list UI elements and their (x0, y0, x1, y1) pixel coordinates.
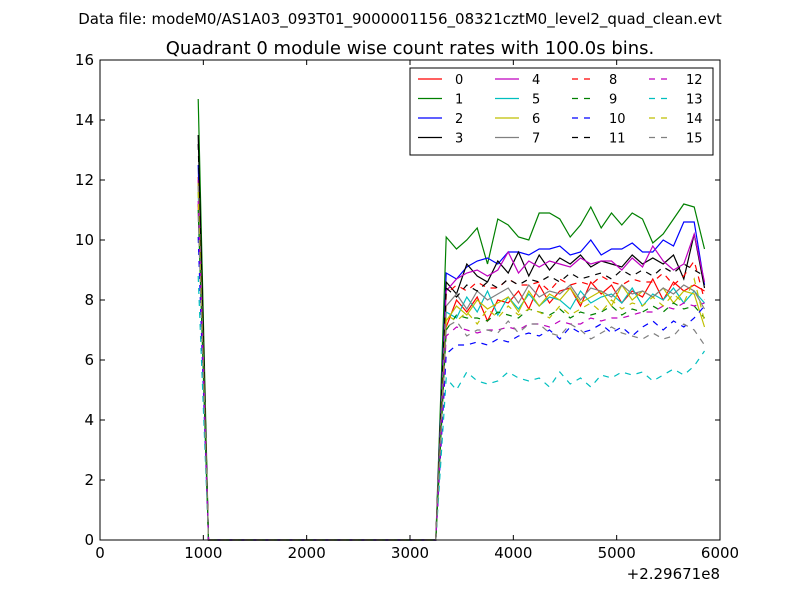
series-line-2 (197, 164, 706, 541)
y-tick-label: 8 (84, 291, 94, 309)
y-tick-label: 4 (84, 411, 94, 429)
y-tick-label: 14 (75, 111, 94, 129)
y-tick-label: 16 (75, 51, 94, 69)
legend-label-9: 9 (609, 93, 617, 108)
legend-label-5: 5 (532, 93, 540, 108)
series-line-11 (197, 143, 705, 541)
x-tick-label: 2000 (288, 544, 326, 562)
series-line-7 (197, 185, 706, 541)
legend-label-4: 4 (532, 73, 540, 88)
legend-label-15: 15 (686, 132, 703, 147)
series-line-1 (197, 98, 706, 541)
x-tick-label: 6000 (701, 544, 739, 562)
x-offset-label: +2.29671e8 (627, 565, 720, 583)
series-line-5 (197, 191, 705, 541)
legend-box (409, 67, 714, 156)
series-line-6 (197, 182, 706, 541)
series-line-15 (197, 215, 705, 541)
legend-label-14: 14 (686, 112, 703, 127)
x-tick-label: 0 (95, 544, 105, 562)
legend-label-11: 11 (609, 132, 626, 147)
y-tick-label: 2 (84, 471, 94, 489)
x-tick-label: 5000 (598, 544, 636, 562)
legend-label-3: 3 (455, 132, 463, 147)
chart-title: Quadrant 0 module wise count rates with … (166, 38, 655, 59)
legend-label-1: 1 (455, 93, 463, 108)
plot-area (197, 98, 706, 541)
x-tick-label: 1000 (184, 544, 222, 562)
series-line-12 (197, 200, 705, 541)
y-tick-label: 6 (84, 351, 94, 369)
series-line-3 (197, 134, 706, 541)
legend-label-0: 0 (455, 73, 463, 88)
legend-label-13: 13 (686, 93, 703, 108)
series-line-14 (197, 191, 706, 541)
series-line-4 (197, 179, 706, 541)
legend-label-8: 8 (609, 73, 617, 88)
data-file-supertitle: Data file: modeM0/AS1A03_093T01_90000011… (78, 10, 722, 29)
x-axis: 0 1000 2000 3000 4000 5000 6000 (95, 60, 739, 562)
y-tick-label: 0 (84, 531, 94, 549)
x-tick-label: 3000 (391, 544, 429, 562)
series-line-0 (197, 176, 705, 541)
series-line-8 (197, 203, 706, 541)
y-tick-label: 10 (75, 231, 94, 249)
legend-label-12: 12 (686, 73, 703, 88)
series-line-10 (197, 236, 705, 541)
x-tick-label: 4000 (494, 544, 532, 562)
legend-label-7: 7 (532, 132, 540, 147)
legend-label-6: 6 (532, 112, 540, 127)
y-tick-label: 12 (75, 171, 94, 189)
legend-label-10: 10 (609, 112, 626, 127)
legend-label-2: 2 (455, 112, 463, 127)
